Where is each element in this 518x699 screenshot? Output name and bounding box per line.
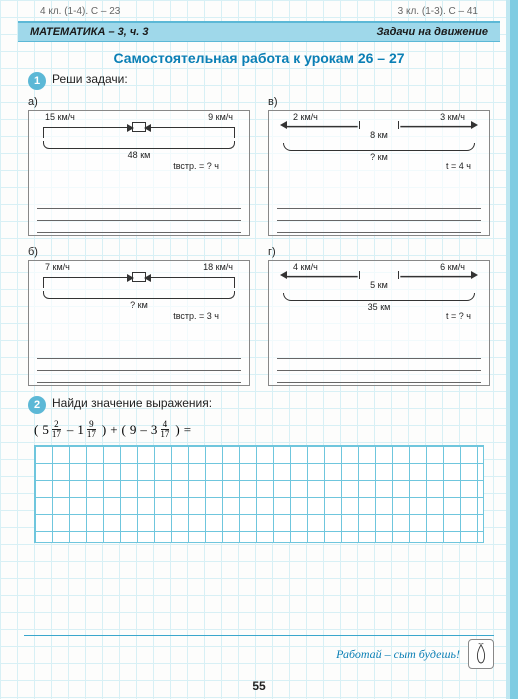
- a-vleft: 15 км/ч: [45, 112, 75, 122]
- a-dist: 48 км: [128, 150, 151, 160]
- a-vright: 9 км/ч: [208, 112, 233, 122]
- b-dist: ? км: [130, 300, 148, 310]
- v-gap: 8 км: [370, 130, 388, 140]
- diagram-g: 4 км/ч 6 км/ч 5 км 35 км: [277, 265, 481, 313]
- diagram-a: 15 км/ч 9 км/ч 48 км: [37, 115, 241, 163]
- page-edge: [510, 0, 518, 699]
- write-line[interactable]: [37, 371, 241, 383]
- task-2: 2 Найди значение выражения:: [28, 396, 490, 414]
- problem-b: б) 7 км/ч 18 км/ч ? км tвстр. = 3 ч: [28, 246, 250, 386]
- top-ref-right: 3 кл. (1-3). С – 41: [398, 6, 478, 17]
- problem-v: в) 2 км/ч 3 км/ч 8 км ? км t = 4 ч: [268, 96, 490, 236]
- m2-d: 17: [85, 430, 98, 439]
- header-bar: МАТЕМАТИКА – 3, ч. 3 Задачи на движение: [18, 21, 500, 42]
- write-line[interactable]: [277, 197, 481, 209]
- expression: ( 5217 – 1917 ) + ( 9 – 3417 ) =: [34, 420, 490, 439]
- header-left: МАТЕМАТИКА – 3, ч. 3: [30, 26, 149, 38]
- v-total: ? км: [370, 152, 388, 162]
- g-total: 35 км: [368, 302, 391, 312]
- task-num-1: 1: [28, 72, 46, 90]
- write-line[interactable]: [37, 347, 241, 359]
- diagram-b: 7 км/ч 18 км/ч ? км: [37, 265, 241, 313]
- plus: +: [110, 422, 117, 438]
- diagram-v: 2 км/ч 3 км/ч 8 км ? км: [277, 115, 481, 163]
- top-refs: 4 кл. (1-4). С – 23 3 кл. (1-3). С – 41: [0, 0, 518, 21]
- paren: ): [102, 422, 106, 438]
- problem-b-label: б): [28, 246, 250, 258]
- top-ref-left: 4 кл. (1-4). С – 23: [40, 6, 120, 17]
- problem-a-label: а): [28, 96, 250, 108]
- footer: Работай – сыт будешь!: [24, 635, 494, 669]
- m3-whole: 9: [130, 422, 137, 438]
- paren: ): [175, 422, 179, 438]
- task-2-text: Найди значение выражения:: [52, 396, 212, 410]
- m4-d: 17: [158, 430, 171, 439]
- paren: (: [34, 422, 38, 438]
- m1-d: 17: [50, 430, 63, 439]
- minus: –: [140, 422, 147, 438]
- write-line[interactable]: [277, 371, 481, 383]
- write-line[interactable]: [277, 347, 481, 359]
- m2-whole: 1: [77, 422, 84, 438]
- write-line[interactable]: [37, 209, 241, 221]
- problem-v-label: в): [268, 96, 490, 108]
- write-line[interactable]: [37, 359, 241, 371]
- g-vright: 6 км/ч: [440, 262, 465, 272]
- v-vleft: 2 км/ч: [293, 112, 318, 122]
- b-vright: 18 км/ч: [203, 262, 233, 272]
- answer-grid[interactable]: [34, 445, 484, 543]
- problem-g-label: г): [268, 246, 490, 258]
- write-line[interactable]: [277, 221, 481, 233]
- page-number: 55: [0, 679, 518, 693]
- write-line[interactable]: [277, 209, 481, 221]
- g-gap: 5 км: [370, 280, 388, 290]
- m1-whole: 5: [42, 422, 49, 438]
- m4-whole: 3: [151, 422, 158, 438]
- page-title: Самостоятельная работа к урокам 26 – 27: [0, 50, 518, 66]
- task-1: 1 Реши задачи:: [28, 72, 490, 90]
- onion-icon: [468, 639, 494, 669]
- paren: (: [122, 422, 126, 438]
- write-line[interactable]: [277, 359, 481, 371]
- minus: –: [67, 422, 74, 438]
- header-right: Задачи на движение: [376, 26, 488, 38]
- problems-grid: а) 15 км/ч 9 км/ч 48 км tвстр. = ? ч: [28, 96, 490, 386]
- v-vright: 3 км/ч: [440, 112, 465, 122]
- b-vleft: 7 км/ч: [45, 262, 70, 272]
- write-line[interactable]: [37, 221, 241, 233]
- task-1-text: Реши задачи:: [52, 72, 128, 86]
- g-vleft: 4 км/ч: [293, 262, 318, 272]
- problem-a: а) 15 км/ч 9 км/ч 48 км tвстр. = ? ч: [28, 96, 250, 236]
- footer-motto: Работай – сыт будешь!: [336, 647, 460, 662]
- problem-g: г) 4 км/ч 6 км/ч 5 км 35 км t = ? ч: [268, 246, 490, 386]
- task-num-2: 2: [28, 396, 46, 414]
- write-line[interactable]: [37, 197, 241, 209]
- equals: =: [184, 422, 191, 438]
